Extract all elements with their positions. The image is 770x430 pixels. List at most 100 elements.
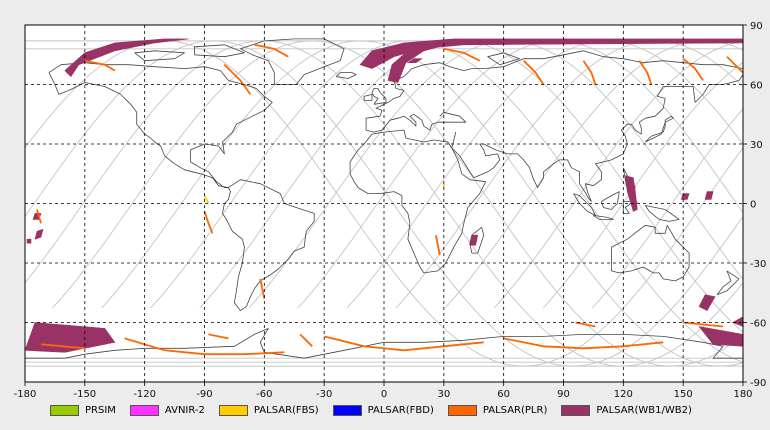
legend-swatch bbox=[561, 404, 591, 416]
legend-item-prsim: PRSIM bbox=[50, 404, 116, 416]
plr-swath bbox=[683, 321, 724, 328]
coastline bbox=[601, 191, 620, 210]
coastline bbox=[134, 50, 186, 62]
coastline bbox=[335, 72, 357, 79]
plr-swath bbox=[124, 337, 285, 356]
lat-tick-label: -30 bbox=[750, 259, 766, 270]
orbit-track bbox=[444, 40, 743, 309]
plr-swath bbox=[84, 59, 116, 72]
plr-swath bbox=[323, 335, 484, 352]
lon-tick-label: 30 bbox=[437, 389, 450, 400]
orbit-track bbox=[297, 40, 743, 309]
coastline bbox=[622, 167, 636, 191]
legend-label: AVNIR-2 bbox=[164, 404, 205, 416]
coastline bbox=[25, 327, 743, 359]
map-frame bbox=[24, 24, 744, 383]
lat-tick-label: 0 bbox=[750, 200, 756, 211]
plr-swath bbox=[682, 58, 704, 82]
coastline bbox=[366, 111, 467, 133]
coastline bbox=[645, 115, 674, 143]
plr-swath bbox=[726, 56, 744, 74]
coastline bbox=[593, 215, 614, 220]
lon-tick-label: 150 bbox=[674, 389, 693, 400]
wb-swath bbox=[34, 228, 44, 240]
wb-swath bbox=[698, 294, 716, 311]
plr-swath bbox=[36, 209, 42, 224]
wb-swath bbox=[26, 238, 32, 244]
lon-tick-label: 180 bbox=[733, 389, 752, 400]
orbit-track bbox=[150, 40, 743, 363]
lon-tick-label: 0 bbox=[381, 389, 387, 400]
legend-swatch bbox=[332, 404, 362, 416]
lon-tick-label: -120 bbox=[133, 389, 156, 400]
coastline bbox=[48, 62, 273, 189]
tick-labels: -180 -150 -120 -90 -60 -30 0 30 60 90 120 150 180 90 6… bbox=[14, 21, 767, 400]
orbit-track bbox=[25, 40, 743, 367]
orbit-track bbox=[248, 40, 743, 309]
coastline bbox=[611, 224, 690, 282]
legend-item-avnir2: AVNIR-2 bbox=[129, 404, 205, 416]
lon-tick-label: -60 bbox=[256, 389, 272, 400]
wb-swath bbox=[64, 38, 189, 78]
orbit-track bbox=[591, 108, 743, 309]
coastlines bbox=[25, 38, 744, 359]
coastline bbox=[194, 44, 245, 58]
orbit-track bbox=[493, 41, 743, 309]
coastline bbox=[222, 179, 315, 312]
lon-tick-label: 60 bbox=[497, 389, 510, 400]
coastline bbox=[239, 38, 345, 85]
plr-swath bbox=[582, 60, 597, 85]
fbs-swath bbox=[203, 195, 210, 204]
orbit-track bbox=[52, 40, 743, 367]
coastline bbox=[451, 74, 744, 202]
coastline bbox=[363, 94, 373, 101]
coastline bbox=[487, 52, 520, 66]
orbit-track bbox=[346, 40, 743, 309]
coastline bbox=[371, 88, 387, 105]
plr-swath bbox=[299, 333, 313, 347]
legend-item-palsar-plr: PALSAR(PLR) bbox=[447, 404, 548, 416]
lat-tick-label: -60 bbox=[750, 319, 766, 330]
coastline bbox=[469, 226, 485, 254]
lon-tick-label: -150 bbox=[73, 389, 96, 400]
legend-label: PALSAR(PLR) bbox=[482, 404, 548, 416]
plr-swath bbox=[638, 60, 653, 85]
plr-swath bbox=[575, 321, 596, 328]
wb-swath bbox=[469, 234, 479, 246]
orbit-track bbox=[25, 40, 743, 367]
lat-tick-label: -90 bbox=[750, 378, 766, 389]
orbit-track bbox=[25, 40, 743, 367]
plr-swath bbox=[259, 278, 266, 299]
coastline bbox=[644, 205, 680, 222]
plr-swath bbox=[503, 337, 664, 350]
legend-label: PALSAR(FBD) bbox=[367, 404, 434, 416]
legend-swatch bbox=[447, 404, 477, 416]
legend-label: PALSAR(WB1/WB2) bbox=[596, 404, 692, 416]
legend-label: PRSIM bbox=[85, 404, 116, 416]
plr-swath bbox=[254, 43, 289, 58]
legend-label: PALSAR(FBS) bbox=[253, 404, 319, 416]
lat-tick-label: 90 bbox=[750, 21, 763, 32]
lat-tick-label: 30 bbox=[750, 140, 763, 151]
plr-swath bbox=[443, 47, 481, 62]
coastline bbox=[543, 50, 744, 69]
coastline bbox=[716, 270, 740, 296]
plr-swath bbox=[223, 64, 252, 95]
lat-tick-label: 60 bbox=[750, 81, 763, 92]
wb-swath bbox=[624, 175, 638, 212]
legend: PRSIM AVNIR-2 PALSAR(FBS) PALSAR(FBD) PA… bbox=[50, 401, 706, 419]
lon-tick-label: -180 bbox=[14, 389, 37, 400]
plr-swath bbox=[208, 333, 229, 340]
legend-item-palsar-fbd: PALSAR(FBD) bbox=[332, 404, 434, 416]
wb-swath bbox=[406, 58, 423, 64]
lon-tick-label: 120 bbox=[614, 389, 633, 400]
lon-tick-label: -30 bbox=[316, 389, 332, 400]
legend-swatch bbox=[50, 404, 79, 416]
plr-swath bbox=[40, 343, 85, 350]
wb-swath bbox=[704, 191, 714, 200]
orbit-track bbox=[395, 40, 743, 309]
orbit-track bbox=[101, 40, 743, 367]
plr-swath bbox=[522, 60, 545, 86]
legend-item-palsar-fbs: PALSAR(FBS) bbox=[218, 404, 319, 416]
